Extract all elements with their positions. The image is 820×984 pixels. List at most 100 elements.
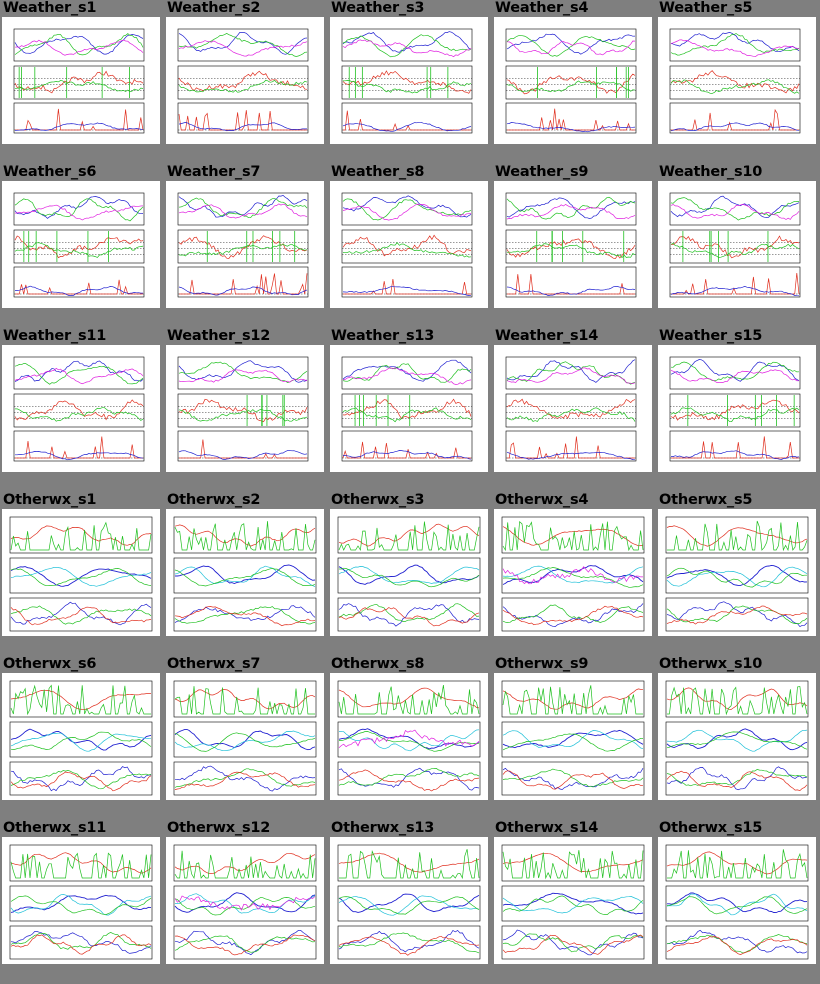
thumbnail-card[interactable]: Weather_s5: [656, 0, 820, 164]
thumbnail-card[interactable]: Otherwx_s8: [328, 656, 492, 820]
chart-thumbnail-icon[interactable]: [494, 345, 652, 472]
plot-panel: [505, 102, 637, 134]
plot-panel: [501, 557, 645, 594]
plot-panel: [505, 393, 637, 428]
plot-panel: [669, 266, 801, 298]
plot-panel: [337, 597, 481, 632]
thumbnail-card[interactable]: Weather_s12: [164, 328, 328, 492]
plot-panel: [341, 393, 473, 428]
plot-panel: [177, 229, 309, 264]
thumbnail-card[interactable]: Weather_s15: [656, 328, 820, 492]
thumbnail-card[interactable]: Otherwx_s6: [0, 656, 164, 820]
plot-panel: [341, 430, 473, 462]
plot-panel: [665, 557, 809, 594]
chart-thumbnail-icon[interactable]: [658, 837, 816, 964]
thumbnail-card[interactable]: Weather_s8: [328, 164, 492, 328]
plot-panel: [501, 721, 645, 758]
plot-panel: [669, 102, 801, 134]
plot-panel: [177, 430, 309, 462]
plot-panel: [173, 721, 317, 758]
chart-thumbnail-icon[interactable]: [2, 17, 160, 144]
plot-panel: [665, 844, 809, 882]
thumbnail-card[interactable]: Otherwx_s2: [164, 492, 328, 656]
thumbnail-card[interactable]: Weather_s7: [164, 164, 328, 328]
thumbnail-card[interactable]: Weather_s11: [0, 328, 164, 492]
chart-thumbnail-icon[interactable]: [658, 345, 816, 472]
thumbnail-card[interactable]: Otherwx_s3: [328, 492, 492, 656]
thumbnail-title: Weather_s5: [659, 0, 753, 16]
thumbnail-card[interactable]: Weather_s14: [492, 328, 656, 492]
plot-panel: [13, 266, 145, 298]
thumbnail-title: Weather_s2: [167, 0, 261, 16]
chart-thumbnail-icon[interactable]: [166, 509, 324, 636]
plot-panel: [173, 516, 317, 554]
thumbnail-card[interactable]: Weather_s6: [0, 164, 164, 328]
plot-panel: [13, 229, 145, 264]
chart-thumbnail-icon[interactable]: [2, 509, 160, 636]
thumbnail-card[interactable]: Weather_s1: [0, 0, 164, 164]
chart-thumbnail-icon[interactable]: [330, 345, 488, 472]
plot-panel: [13, 430, 145, 462]
plot-panel: [501, 516, 645, 554]
thumbnail-title: Weather_s11: [3, 328, 107, 344]
plot-panel: [9, 516, 153, 554]
plot-panel: [505, 430, 637, 462]
thumbnail-card[interactable]: Weather_s10: [656, 164, 820, 328]
thumbnail-card[interactable]: Otherwx_s9: [492, 656, 656, 820]
chart-thumbnail-icon[interactable]: [2, 673, 160, 800]
chart-thumbnail-icon[interactable]: [494, 509, 652, 636]
plot-panel: [669, 430, 801, 462]
thumbnail-card[interactable]: Otherwx_s11: [0, 820, 164, 984]
plot-panel: [177, 356, 309, 390]
plot-panel: [665, 885, 809, 922]
plot-panel: [665, 721, 809, 758]
thumbnail-card[interactable]: Weather_s4: [492, 0, 656, 164]
chart-thumbnail-icon[interactable]: [658, 17, 816, 144]
chart-thumbnail-icon[interactable]: [330, 181, 488, 308]
thumbnail-title: Otherwx_s4: [495, 492, 589, 508]
thumbnail-card[interactable]: Otherwx_s10: [656, 656, 820, 820]
thumbnail-title: Weather_s15: [659, 328, 763, 344]
chart-thumbnail-icon[interactable]: [330, 509, 488, 636]
thumbnail-card[interactable]: Otherwx_s4: [492, 492, 656, 656]
thumbnail-card[interactable]: Otherwx_s12: [164, 820, 328, 984]
plot-panel: [505, 356, 637, 390]
thumbnail-card[interactable]: Otherwx_s7: [164, 656, 328, 820]
chart-thumbnail-icon[interactable]: [166, 673, 324, 800]
chart-thumbnail-icon[interactable]: [494, 181, 652, 308]
plot-panel: [13, 28, 145, 62]
thumbnail-title: Otherwx_s13: [331, 820, 435, 836]
chart-thumbnail-icon[interactable]: [330, 837, 488, 964]
chart-thumbnail-icon[interactable]: [494, 17, 652, 144]
thumbnail-title: Otherwx_s11: [3, 820, 107, 836]
chart-thumbnail-icon[interactable]: [658, 673, 816, 800]
chart-thumbnail-icon[interactable]: [658, 181, 816, 308]
chart-thumbnail-icon[interactable]: [658, 509, 816, 636]
thumbnail-title: Weather_s7: [167, 164, 261, 180]
plot-panel: [669, 229, 801, 264]
chart-thumbnail-icon[interactable]: [330, 17, 488, 144]
thumbnail-card[interactable]: Weather_s2: [164, 0, 328, 164]
chart-thumbnail-icon[interactable]: [330, 673, 488, 800]
plot-panel: [9, 761, 153, 796]
chart-thumbnail-icon[interactable]: [494, 673, 652, 800]
chart-thumbnail-icon[interactable]: [166, 345, 324, 472]
thumbnail-card[interactable]: Otherwx_s5: [656, 492, 820, 656]
chart-thumbnail-icon[interactable]: [2, 181, 160, 308]
chart-thumbnail-icon[interactable]: [166, 181, 324, 308]
chart-thumbnail-icon[interactable]: [2, 345, 160, 472]
thumbnail-card[interactable]: Weather_s3: [328, 0, 492, 164]
thumbnail-title: Weather_s12: [167, 328, 271, 344]
thumbnail-card[interactable]: Otherwx_s14: [492, 820, 656, 984]
thumbnail-card[interactable]: Otherwx_s13: [328, 820, 492, 984]
chart-thumbnail-icon[interactable]: [166, 837, 324, 964]
chart-thumbnail-icon[interactable]: [166, 17, 324, 144]
thumbnail-card[interactable]: Weather_s9: [492, 164, 656, 328]
thumbnail-card[interactable]: Otherwx_s1: [0, 492, 164, 656]
chart-thumbnail-icon[interactable]: [494, 837, 652, 964]
plot-panel: [13, 192, 145, 226]
plot-panel: [173, 557, 317, 594]
chart-thumbnail-icon[interactable]: [2, 837, 160, 964]
thumbnail-card[interactable]: Weather_s13: [328, 328, 492, 492]
thumbnail-card[interactable]: Otherwx_s15: [656, 820, 820, 984]
